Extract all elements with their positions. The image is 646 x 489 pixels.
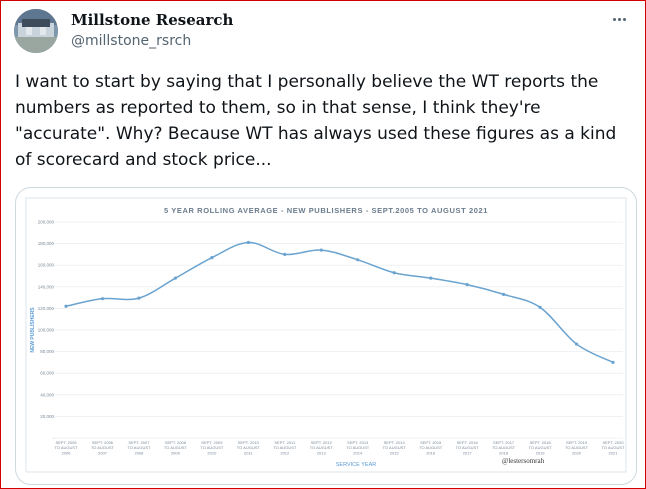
x-tick-label: SEPT. 2011 TO AUGUST 2012 [273, 440, 297, 455]
x-tick-label: SEPT. 2015 TO AUGUST 2016 [419, 440, 443, 455]
x-tick-label: SEPT. 2020 TO AUGUST 2021 [601, 440, 625, 455]
data-point [246, 240, 250, 245]
y-tick-label: 160,000 [38, 263, 55, 268]
data-point [100, 297, 105, 301]
watermark: @lestersomrah [502, 457, 545, 465]
y-axis-label: NEW PUBLISHERS [30, 307, 36, 353]
y-tick-label: 140,000 [38, 284, 55, 289]
y-tick-label: 40,000 [40, 392, 54, 397]
x-tick-label: SEPT. 2008 TO AUGUST 2009 [164, 440, 188, 455]
y-tick-label: 80,000 [40, 349, 54, 354]
data-point [319, 248, 323, 252]
gridlines [54, 221, 623, 439]
y-tick-label: 180,000 [38, 241, 55, 246]
dot [617, 17, 621, 21]
y-tick-label: 20,000 [40, 414, 54, 419]
tweet-media-image[interactable]: 5 YEAR ROLLING AVERAGE - NEW PUBLISHERS … [15, 187, 637, 485]
data-point [502, 292, 506, 296]
y-tick-label: 200,000 [38, 220, 55, 225]
data-point [283, 252, 287, 256]
chart-plot-frame [25, 197, 627, 473]
data-point [465, 283, 469, 287]
x-tick-label: SEPT. 2006 TO AUGUST 2007 [91, 440, 115, 455]
x-axis-label: SERVICE YEAR [336, 462, 376, 468]
line-chart: 5 YEAR ROLLING AVERAGE - NEW PUBLISHERS … [25, 197, 627, 473]
x-tick-label: SEPT. 2014 TO AUGUST 2015 [383, 440, 407, 455]
avatar-photo-icon [14, 9, 58, 53]
data-point [210, 256, 214, 260]
data-point [64, 304, 68, 308]
x-tick-labels: SEPT. 2005 TO AUGUST 2006 SEPT. 2006 TO AUGU… [54, 440, 625, 455]
data-point [429, 276, 433, 280]
data-point [173, 276, 177, 280]
data-point [137, 296, 141, 300]
user-handle[interactable]: @millstone_rsrch [71, 33, 192, 49]
x-tick-label: SEPT. 2016 TO AUGUST 2017 [456, 440, 480, 455]
dot [622, 17, 626, 21]
y-tick-label: 100,000 [38, 328, 55, 333]
data-point [392, 271, 396, 275]
avatar[interactable] [14, 9, 58, 53]
tweet-text: I want to start by saying that I persona… [15, 72, 617, 170]
y-tick-label: 60,000 [40, 371, 54, 376]
x-tick-label: SEPT. 2013 TO AUGUST 2014 [346, 440, 370, 455]
x-tick-label: SEPT. 2017 TO AUGUST 2018 [492, 440, 516, 455]
y-tick-labels: - 20,000 40,000 60,000 80,000 100,000 120,000 1… [38, 220, 55, 441]
chart-title: 5 YEAR ROLLING AVERAGE - NEW PUBLISHERS … [164, 206, 488, 215]
data-point [538, 305, 542, 309]
x-tick-label: SEPT. 2007 TO AUGUST 2008 [127, 440, 151, 455]
data-point [574, 342, 579, 346]
display-name[interactable]: Millstone Research [71, 11, 234, 29]
more-options-icon[interactable] [609, 9, 629, 29]
x-tick-label: SEPT. 2018 TO AUGUST 2019 [529, 440, 553, 455]
x-tick-label: SEPT. 2010 TO AUGUST 2011 [237, 440, 261, 455]
x-tick-label: SEPT. 2009 TO AUGUST 2010 [200, 440, 224, 455]
data-points [64, 240, 615, 364]
x-tick-label: SEPT. 2012 TO AUGUST 2013 [310, 440, 334, 455]
data-point [611, 360, 615, 364]
y-tick-label: 120,000 [38, 306, 55, 311]
data-point [356, 258, 360, 262]
x-tick-label: SEPT. 2019 TO AUGUST 2020 [565, 440, 589, 455]
series-line [65, 241, 614, 364]
x-tick-label: SEPT. 2005 TO AUGUST 2006 [54, 440, 78, 455]
dot [612, 17, 616, 21]
y-tick-label: - [53, 436, 55, 441]
